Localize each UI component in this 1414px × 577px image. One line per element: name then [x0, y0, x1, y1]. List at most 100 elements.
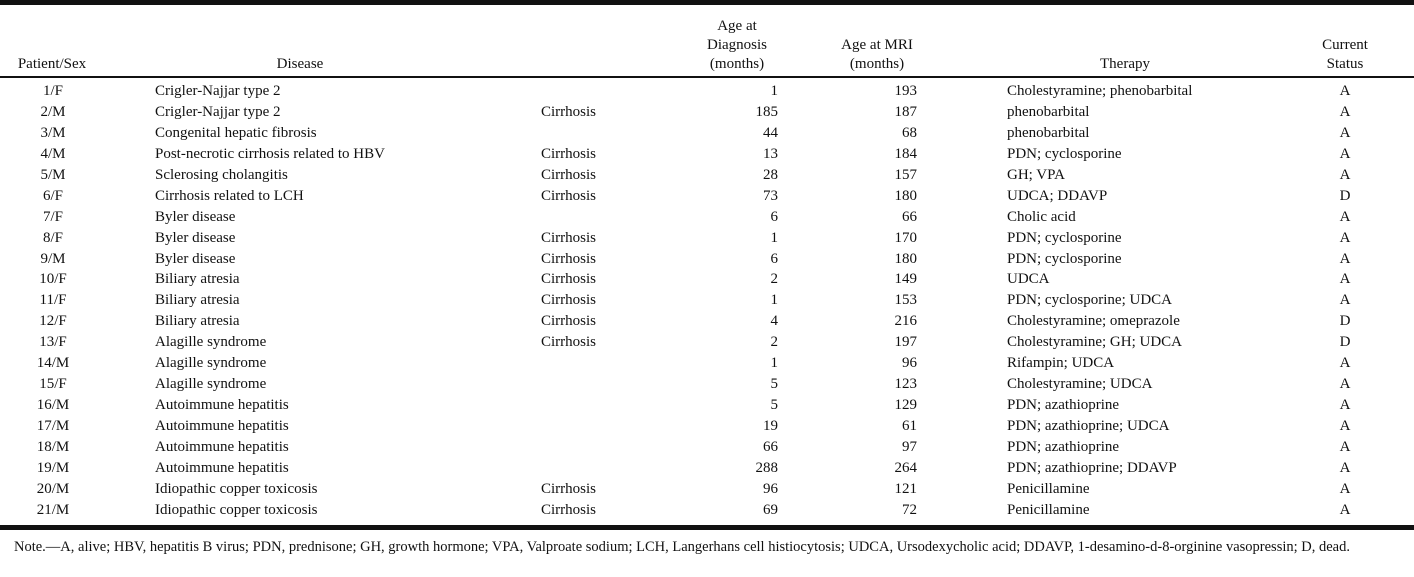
cell-age-at-diagnosis: 2	[770, 271, 779, 288]
cell-age-at-diagnosis: 69	[763, 501, 778, 518]
table-row: 19/M Autoimmune hepatitis 288 264 PDN; azath…	[0, 458, 1414, 479]
table-row: 8/F Byler disease Cirrhosis 1 170 PDN; cyclos…	[0, 228, 1414, 249]
cell-disease: Sclerosing cholangitis	[155, 166, 288, 183]
cell-current-status: A	[1339, 103, 1351, 120]
cell-therapy: Rifampin; UDCA	[1007, 355, 1115, 372]
cell-cirrhosis: Cirrhosis	[541, 187, 597, 204]
cell-disease: Biliary atresia	[155, 271, 240, 288]
cell-cirrhosis: Cirrhosis	[541, 271, 597, 288]
cell-disease: Crigler-Najjar type 2	[155, 83, 281, 99]
cell-therapy: PDN; cyclosporine	[1007, 145, 1122, 162]
cell-disease: Alagille syndrome	[155, 376, 267, 393]
cell-age-at-mri: 97	[902, 438, 917, 455]
cell-current-status: D	[1339, 313, 1351, 330]
cell-age-at-mri: 197	[894, 334, 918, 351]
cell-disease: Crigler-Najjar type 2	[155, 103, 281, 120]
cell-current-status: A	[1339, 166, 1351, 183]
cell-age-at-diagnosis: 13	[763, 145, 778, 162]
cell-disease: Autoimmune hepatitis	[155, 418, 289, 434]
cell-age-at-mri: 264	[894, 459, 918, 476]
cell-therapy: Cholic acid	[1007, 208, 1076, 225]
table-row: 5/M Sclerosing cholangitis Cirrhosis 28 157 G…	[0, 165, 1414, 186]
table-row: 4/M Post-necrotic cirrhosis related to HB…	[0, 144, 1414, 165]
cell-disease: Alagille syndrome	[155, 355, 267, 372]
cell-age-at-mri: 61	[902, 418, 917, 434]
cell-current-status: A	[1339, 208, 1351, 225]
cell-therapy: PDN; cyclosporine	[1007, 250, 1122, 267]
cell-therapy: UDCA; DDAVP	[1007, 187, 1108, 204]
cell-age-at-diagnosis: 28	[763, 166, 778, 183]
cell-patient-sex: 16/M	[36, 397, 70, 414]
cell-current-status: A	[1339, 397, 1351, 414]
cell-patient-sex: 6/F	[42, 187, 63, 204]
cell-current-status: A	[1339, 459, 1351, 476]
cell-age-at-diagnosis: 2	[770, 334, 779, 351]
cell-disease: Byler disease	[155, 229, 236, 246]
cell-therapy: UDCA	[1007, 271, 1050, 288]
cell-disease: Idiopathic copper toxicosis	[155, 501, 318, 518]
cell-disease: Congenital hepatic fibrosis	[155, 124, 317, 141]
table-row: 20/M Idiopathic copper toxicosis Cirrhosis…	[0, 479, 1414, 500]
table-row: 15/F Alagille syndrome 5 123 Cholestyramine;…	[0, 374, 1414, 395]
header-therapy: Therapy	[1100, 56, 1150, 72]
cell-therapy: Cholestyramine; UDCA	[1007, 376, 1153, 393]
cell-disease: Alagille syndrome	[155, 334, 267, 351]
cell-age-at-mri: 121	[894, 480, 918, 497]
cell-age-at-mri: 184	[894, 145, 918, 162]
cell-patient-sex: 4/M	[40, 145, 66, 162]
cell-current-status: A	[1339, 229, 1351, 246]
table-row: 17/M Autoimmune hepatitis 19 61 PDN; azathio…	[0, 416, 1414, 437]
cell-age-at-diagnosis: 1	[770, 355, 779, 372]
cell-current-status: A	[1339, 145, 1351, 162]
cell-age-at-diagnosis: 1	[770, 229, 779, 246]
cell-age-at-mri: 216	[894, 313, 918, 330]
cell-patient-sex: 10/F	[39, 271, 67, 288]
table-body: 1/F Crigler-Najjar type 2 1 193 Cholestyrami…	[0, 81, 1414, 521]
table-row: 3/M Congenital hepatic fibrosis 44 68 phenob…	[0, 123, 1414, 144]
cell-patient-sex: 12/F	[39, 313, 67, 330]
cell-cirrhosis: Cirrhosis	[541, 480, 597, 497]
cell-age-at-diagnosis: 1	[770, 83, 779, 99]
cell-patient-sex: 11/F	[39, 292, 67, 309]
cell-disease: Biliary atresia	[155, 292, 240, 309]
cell-patient-sex: 14/M	[36, 355, 70, 372]
table-row: 9/M Byler disease Cirrhosis 6 180 PDN; cyclos…	[0, 249, 1414, 270]
cell-therapy: PDN; azathioprine	[1007, 438, 1120, 455]
header-age-at-diagnosis: Age at Diagnosis (months)	[707, 18, 767, 72]
cell-cirrhosis: Cirrhosis	[541, 292, 597, 309]
table-row: 21/M Idiopathic copper toxicosis Cirrhosis…	[0, 500, 1414, 521]
table-row: 14/M Alagille syndrome 1 96 Rifampin; UDCA A	[0, 353, 1414, 374]
header-current-status: Current Status	[1322, 37, 1368, 72]
cell-therapy: Penicillamine	[1007, 480, 1090, 497]
cell-current-status: A	[1339, 480, 1351, 497]
cell-patient-sex: 13/F	[39, 334, 67, 351]
cell-disease: Biliary atresia	[155, 313, 240, 330]
header-patient-sex: Patient/Sex	[17, 56, 87, 72]
cell-age-at-diagnosis: 19	[763, 418, 778, 434]
cell-age-at-mri: 157	[894, 166, 918, 183]
cell-therapy: Cholestyramine; phenobarbital	[1007, 83, 1193, 99]
cell-patient-sex: 5/M	[40, 166, 66, 183]
table-note: Note.—A, alive; HBV, hepatitis B virus; …	[14, 539, 1350, 555]
table-row: 11/F Biliary atresia Cirrhosis 1 153 PDN; cyc…	[0, 290, 1414, 311]
cell-patient-sex: 9/M	[40, 250, 66, 267]
cell-age-at-mri: 96	[902, 355, 917, 372]
cell-current-status: A	[1339, 501, 1351, 518]
cell-age-at-diagnosis: 288	[755, 459, 779, 476]
table-row: 16/M Autoimmune hepatitis 5 129 PDN; azathio…	[0, 395, 1414, 416]
cell-cirrhosis: Cirrhosis	[541, 250, 597, 267]
cell-cirrhosis: Cirrhosis	[541, 145, 597, 162]
table-row: 2/M Crigler-Najjar type 2 Cirrhosis 185 187 p…	[0, 102, 1414, 123]
cell-therapy: PDN; cyclosporine	[1007, 229, 1122, 246]
cell-patient-sex: 19/M	[36, 459, 70, 476]
cell-cirrhosis: Cirrhosis	[541, 501, 597, 518]
table-row: 18/M Autoimmune hepatitis 66 97 PDN; azathio…	[0, 437, 1414, 458]
cell-cirrhosis: Cirrhosis	[541, 229, 597, 246]
cell-age-at-mri: 180	[894, 187, 918, 204]
cell-therapy: PDN; azathioprine; UDCA	[1007, 418, 1170, 434]
cell-age-at-mri: 153	[894, 292, 918, 309]
cell-therapy: phenobarbital	[1007, 103, 1090, 120]
cell-age-at-diagnosis: 66	[763, 438, 778, 455]
cell-current-status: D	[1339, 334, 1351, 351]
header-age-at-mri: Age at MRI (months)	[841, 37, 913, 72]
